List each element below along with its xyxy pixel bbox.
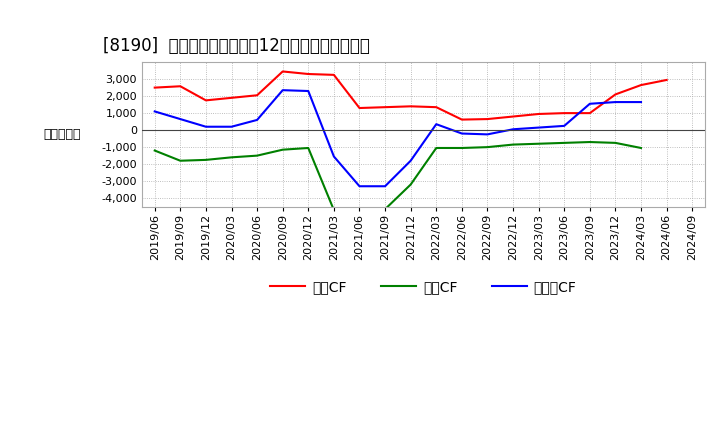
営業CF xyxy=(202,98,210,103)
フリーCF xyxy=(381,183,390,189)
営業CF xyxy=(150,85,159,90)
Text: [8190]  キャッシュフローの12か月移動合計の推移: [8190] キャッシュフローの12か月移動合計の推移 xyxy=(102,37,369,55)
フリーCF xyxy=(560,123,569,128)
営業CF xyxy=(304,71,312,77)
営業CF xyxy=(432,105,441,110)
営業CF xyxy=(381,105,390,110)
営業CF xyxy=(253,93,261,98)
営業CF xyxy=(483,117,492,122)
投資CF xyxy=(150,148,159,153)
投資CF xyxy=(585,139,594,145)
Line: 営業CF: 営業CF xyxy=(155,71,667,120)
営業CF xyxy=(662,77,671,83)
投資CF xyxy=(176,158,184,163)
フリーCF xyxy=(457,131,466,136)
フリーCF xyxy=(534,125,543,130)
投資CF xyxy=(611,140,620,146)
フリーCF xyxy=(585,101,594,106)
フリーCF xyxy=(509,127,518,132)
フリーCF xyxy=(483,132,492,137)
フリーCF xyxy=(228,124,236,129)
投資CF xyxy=(483,144,492,150)
フリーCF xyxy=(279,88,287,93)
投資CF xyxy=(304,145,312,150)
フリーCF xyxy=(330,154,338,159)
営業CF xyxy=(560,110,569,116)
営業CF xyxy=(636,82,645,88)
投資CF xyxy=(509,142,518,147)
フリーCF xyxy=(304,88,312,94)
Line: 投資CF: 投資CF xyxy=(155,142,641,210)
営業CF xyxy=(228,95,236,100)
投資CF xyxy=(228,155,236,160)
フリーCF xyxy=(150,109,159,114)
投資CF xyxy=(534,141,543,147)
フリーCF xyxy=(432,121,441,127)
フリーCF xyxy=(636,99,645,105)
営業CF xyxy=(585,110,594,116)
Line: フリーCF: フリーCF xyxy=(155,90,641,186)
投資CF xyxy=(457,145,466,150)
フリーCF xyxy=(611,99,620,105)
Y-axis label: （百万円）: （百万円） xyxy=(44,128,81,141)
営業CF xyxy=(355,106,364,111)
営業CF xyxy=(611,92,620,97)
営業CF xyxy=(406,104,415,109)
投資CF xyxy=(202,157,210,162)
投資CF xyxy=(560,140,569,146)
営業CF xyxy=(509,114,518,119)
投資CF xyxy=(381,206,390,212)
投資CF xyxy=(355,207,364,213)
投資CF xyxy=(406,182,415,187)
フリーCF xyxy=(355,183,364,189)
投資CF xyxy=(432,145,441,150)
投資CF xyxy=(279,147,287,152)
フリーCF xyxy=(253,117,261,123)
フリーCF xyxy=(406,158,415,163)
営業CF xyxy=(176,84,184,89)
営業CF xyxy=(279,69,287,74)
投資CF xyxy=(253,153,261,158)
フリーCF xyxy=(176,117,184,122)
営業CF xyxy=(330,72,338,77)
営業CF xyxy=(534,111,543,117)
フリーCF xyxy=(202,124,210,129)
営業CF xyxy=(457,117,466,122)
Legend: 営業CF, 投資CF, フリーCF: 営業CF, 投資CF, フリーCF xyxy=(265,274,582,299)
投資CF xyxy=(636,145,645,150)
投資CF xyxy=(330,207,338,213)
